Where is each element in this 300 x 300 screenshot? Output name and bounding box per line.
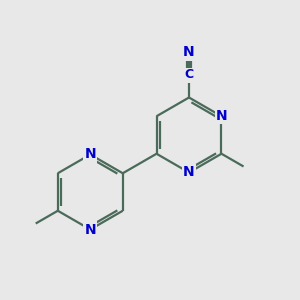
Text: N: N (216, 109, 227, 123)
Text: N: N (183, 166, 195, 179)
Text: C: C (184, 68, 194, 82)
Text: N: N (183, 46, 195, 59)
Text: N: N (85, 148, 96, 161)
Text: N: N (85, 223, 96, 236)
